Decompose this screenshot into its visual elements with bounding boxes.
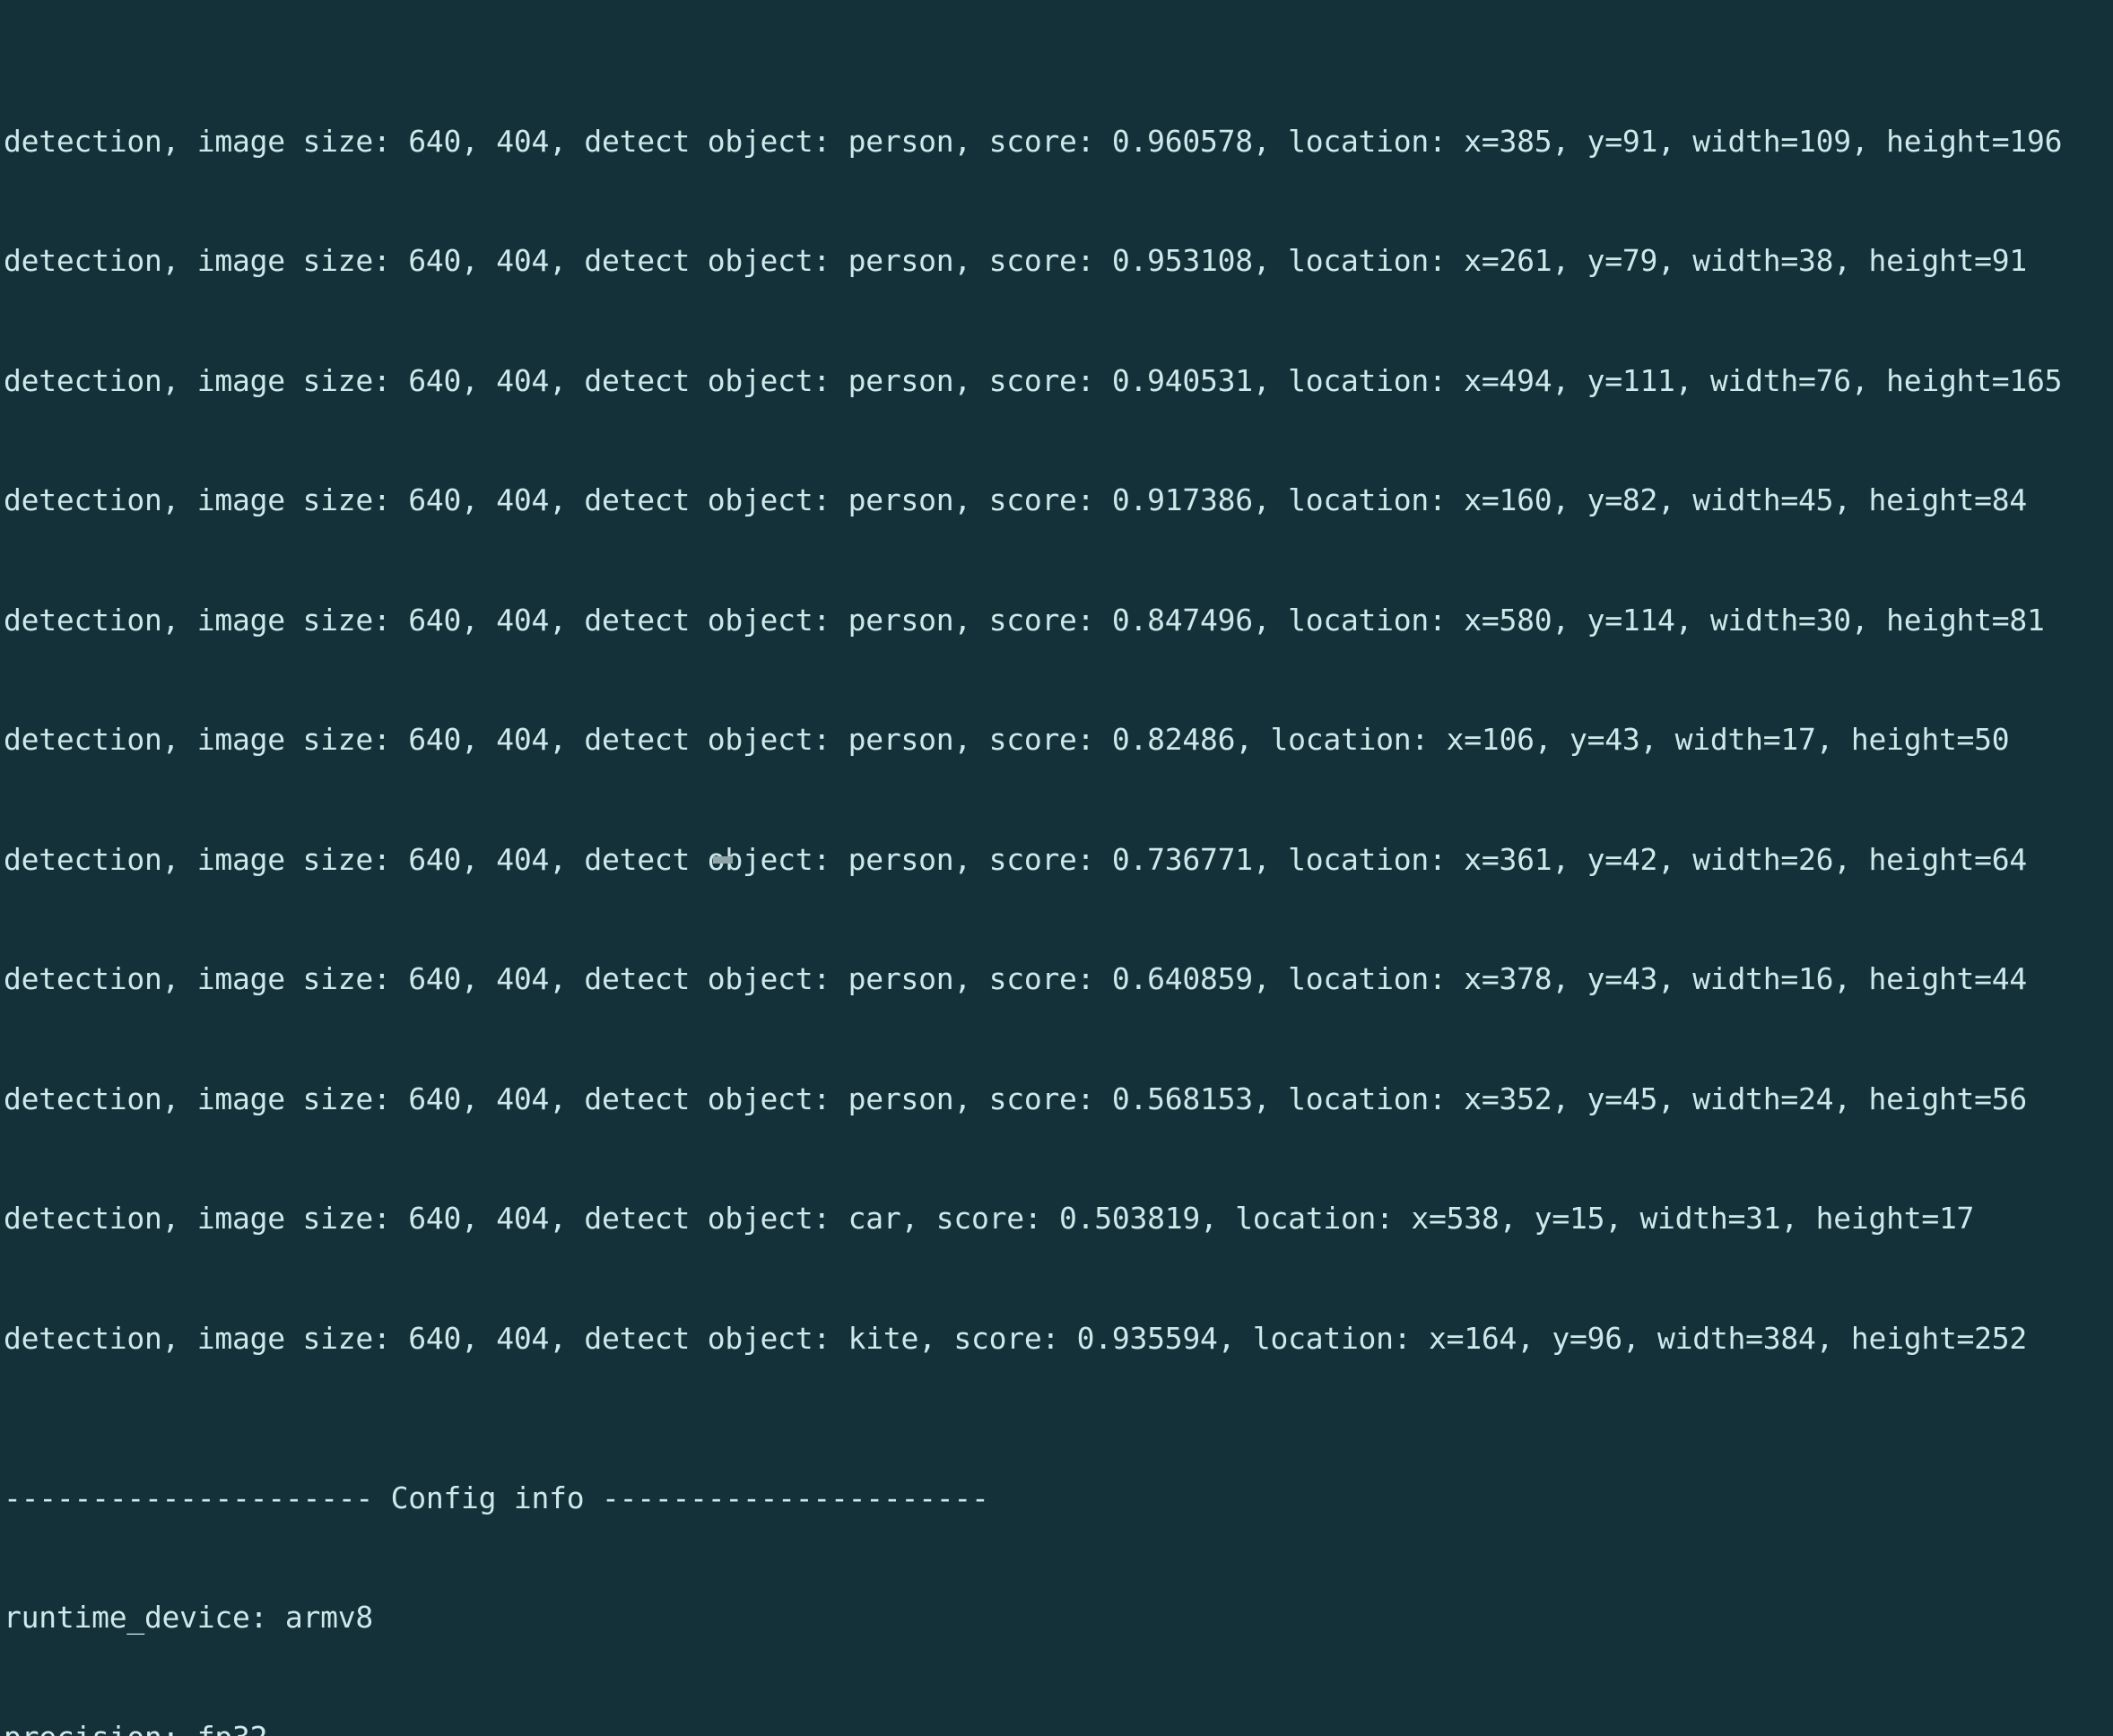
detection-line: detection, image size: 640, 404, detect … <box>4 720 2113 760</box>
detection-line: detection, image size: 640, 404, detect … <box>4 959 2113 1000</box>
config-runtime-device-line: runtime_device: armv8 <box>4 1598 2113 1638</box>
detection-line: detection, image size: 640, 404, detect … <box>4 601 2113 641</box>
detection-line: detection, image size: 640, 404, detect … <box>4 481 2113 521</box>
detection-line: detection, image size: 640, 404, detect … <box>4 122 2113 162</box>
detection-line: detection, image size: 640, 404, detect … <box>4 241 2113 282</box>
detection-line: detection, image size: 640, 404, detect … <box>4 1319 2113 1359</box>
terminal-cursor <box>713 856 733 864</box>
detection-line: detection, image size: 640, 404, detect … <box>4 1199 2113 1239</box>
config-info-separator: --------------------- Config info ------… <box>4 1479 2113 1519</box>
config-precision-line: precision: fp32 <box>4 1718 2113 1736</box>
detection-line: detection, image size: 640, 404, detect … <box>4 361 2113 402</box>
detection-line: detection, image size: 640, 404, detect … <box>4 1080 2113 1120</box>
terminal-output-pane[interactable]: detection, image size: 640, 404, detect … <box>0 0 2113 868</box>
detection-line: detection, image size: 640, 404, detect … <box>4 840 2113 881</box>
